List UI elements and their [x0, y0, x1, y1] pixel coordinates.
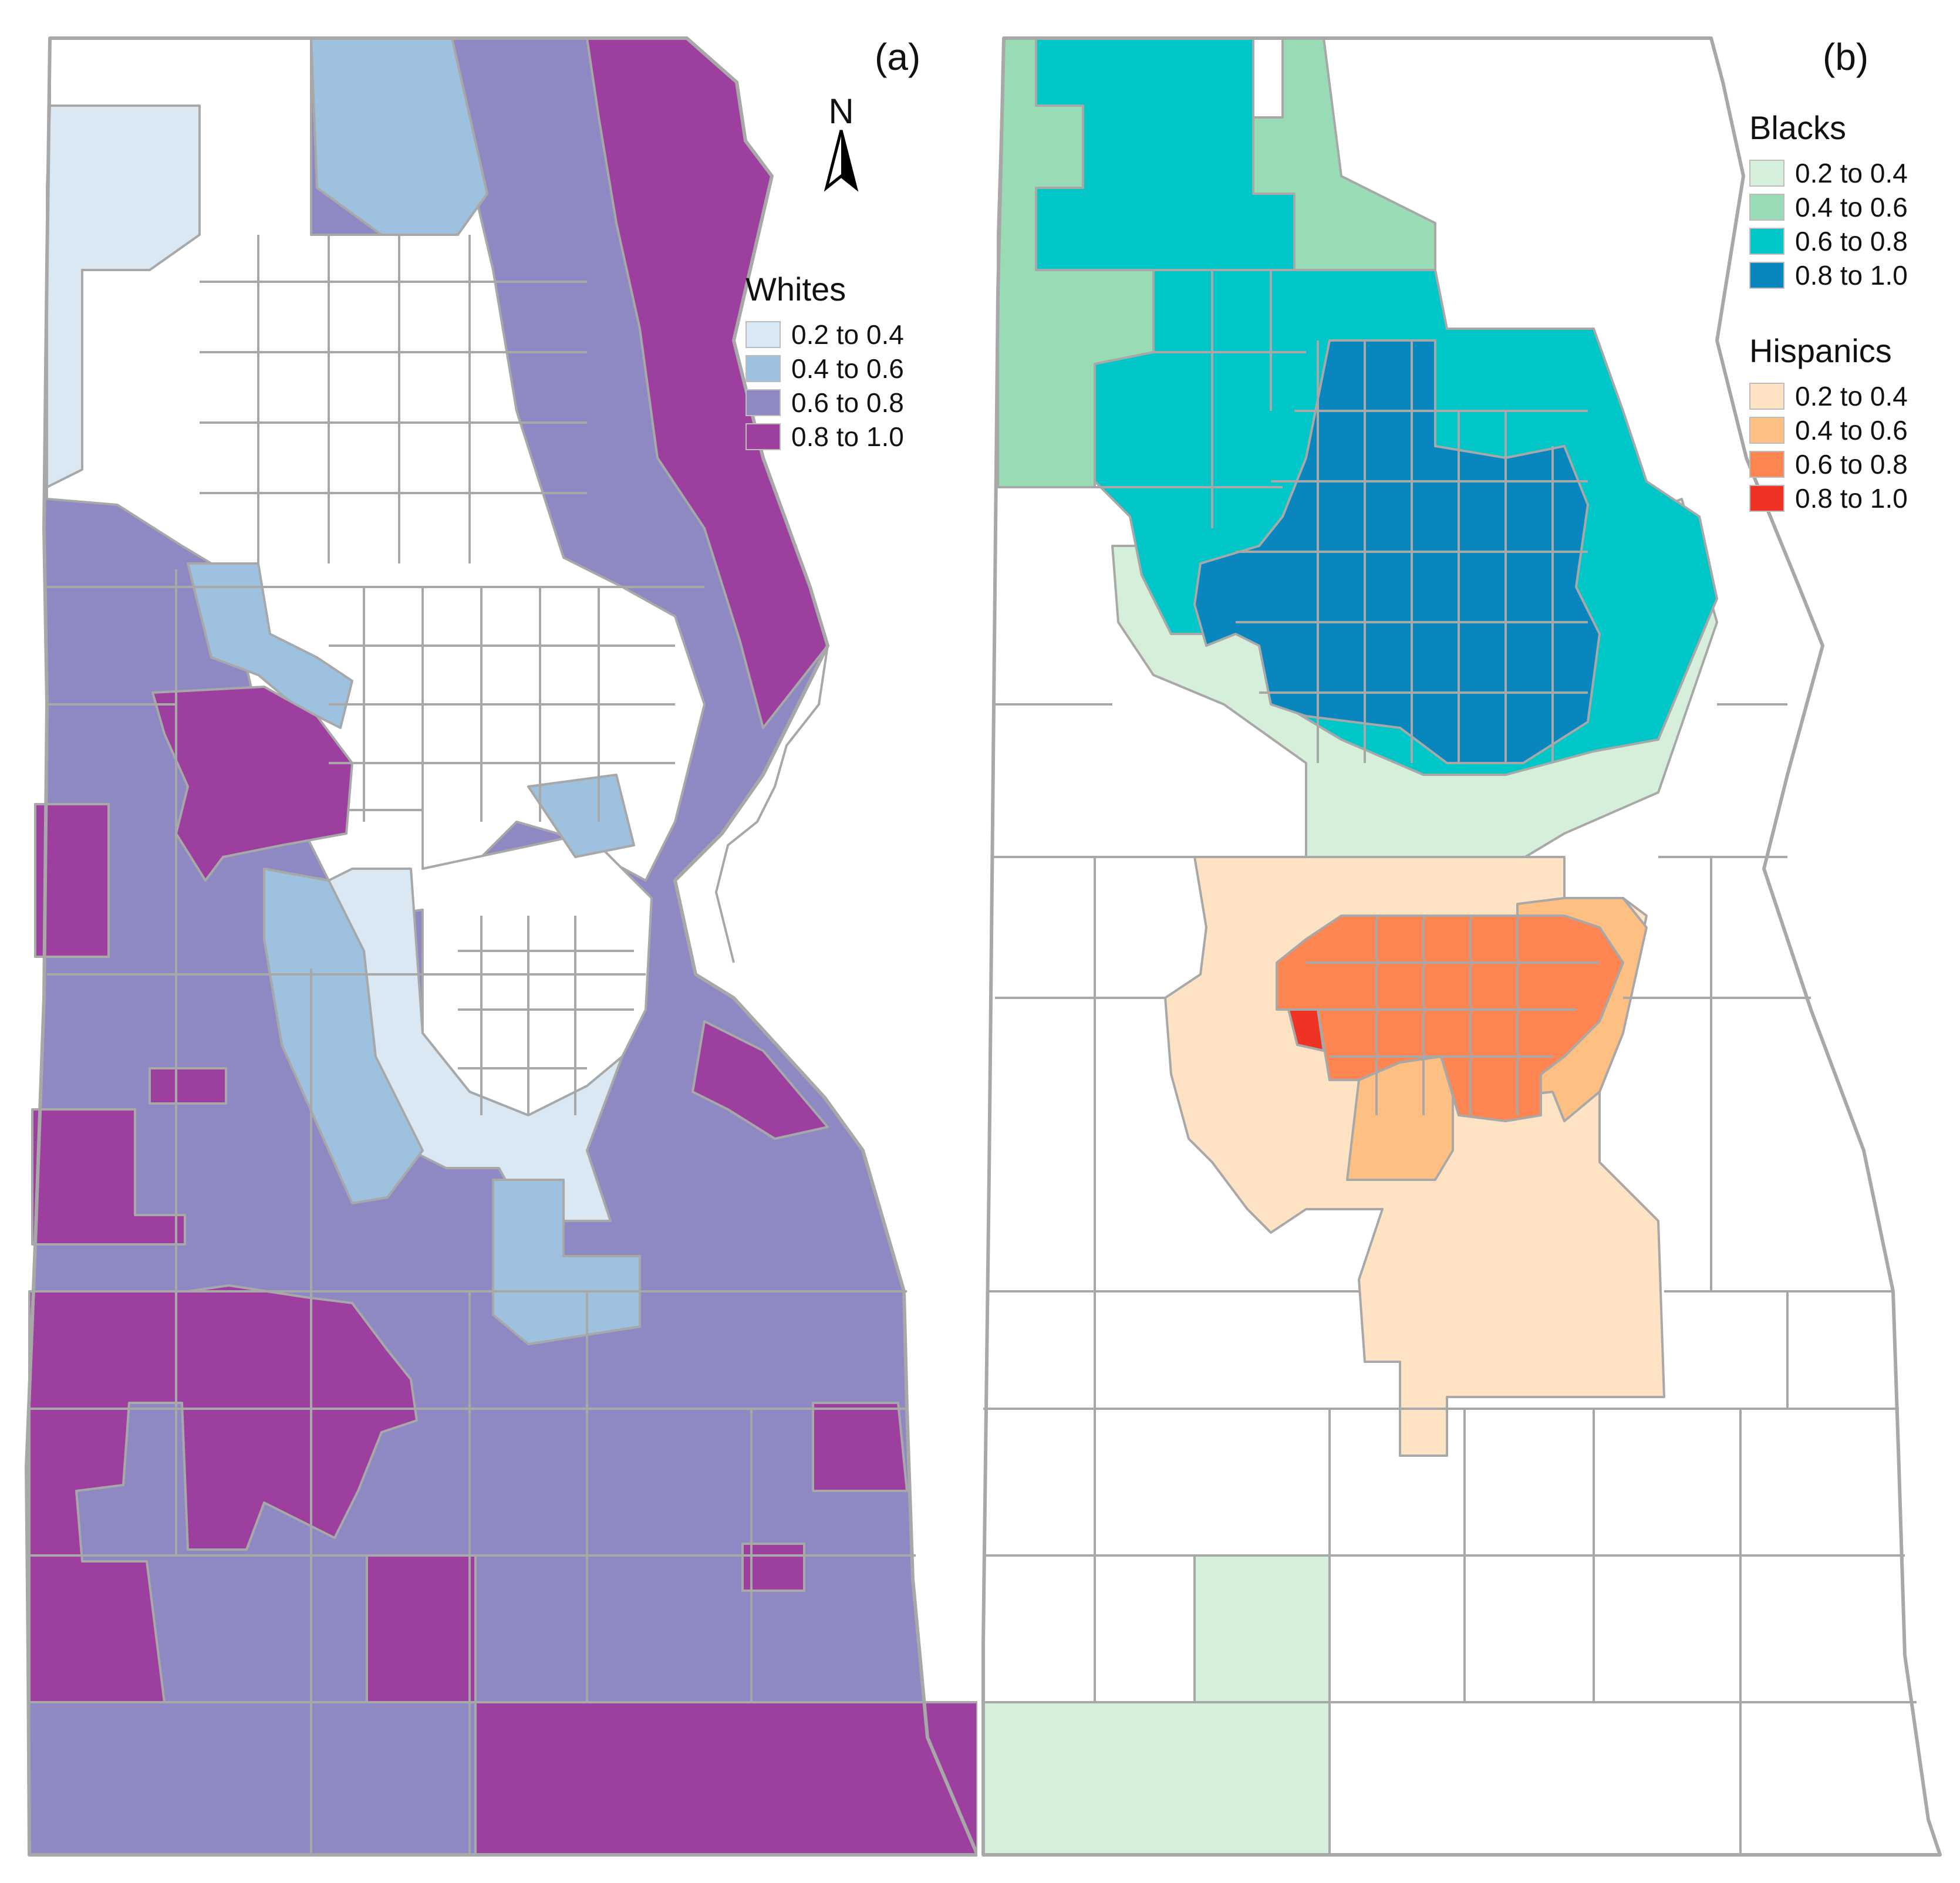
map-panel-blacks-hispanics: (b) Blacks 0.2 to 0.4 0.4 to 0.6 0.6 to …	[977, 0, 1960, 1883]
legend-swatch	[1749, 485, 1784, 512]
legend-swatch	[745, 355, 781, 382]
legend-swatch	[1749, 228, 1784, 255]
legend-item: 0.2 to 0.4	[1749, 156, 1908, 190]
legend-item: 0.6 to 0.8	[1749, 224, 1908, 258]
county-outline	[981, 36, 1942, 1857]
legend-swatch	[1749, 262, 1784, 289]
legend-item: 0.4 to 0.6	[745, 352, 904, 386]
legend-title: Whites	[745, 271, 846, 308]
county-outline	[25, 36, 977, 1857]
tract-w-edge-3	[149, 1067, 227, 1105]
legend-item: 0.6 to 0.8	[745, 386, 904, 420]
legend-whites: Whites 0.2 to 0.4 0.4 to 0.6 0.6 to 0.8 …	[745, 270, 904, 454]
legend-label: 0.6 to 0.8	[791, 387, 904, 418]
legend-swatch	[745, 321, 781, 348]
blacks-hispanics-choropleth	[981, 36, 1942, 1857]
tract-boundaries	[29, 235, 927, 1855]
legend-label: 0.6 to 0.8	[1795, 226, 1908, 257]
legend-hispanics: Hispanics 0.2 to 0.4 0.4 to 0.6 0.6 to 0…	[1749, 332, 1908, 515]
tract-hispanics-top	[1287, 1008, 1325, 1052]
legend-label: 0.6 to 0.8	[1795, 449, 1908, 480]
tract-se-1	[474, 1701, 977, 1856]
legend-label: 0.4 to 0.6	[1795, 192, 1908, 222]
panel-label-b: (b)	[1823, 36, 1869, 78]
legend-label: 0.2 to 0.4	[791, 319, 904, 350]
tract-w-edge-2	[31, 1108, 186, 1246]
panel-label-a: (a)	[875, 36, 921, 78]
legend-label: 0.8 to 1.0	[1795, 483, 1908, 514]
tract-wc-mid	[263, 868, 424, 1204]
tract-e-1	[691, 1020, 829, 1140]
legend-label: 0.4 to 0.6	[791, 353, 904, 384]
legend-title: Hispanics	[1749, 332, 1892, 369]
tract-w-edge-1	[34, 803, 110, 958]
legend-label: 0.8 to 1.0	[791, 421, 904, 452]
legend-item: 0.4 to 0.6	[1749, 190, 1908, 224]
legend-item: 0.2 to 0.4	[745, 318, 904, 352]
tract-s-1	[366, 1554, 477, 1703]
legend-label: 0.2 to 0.4	[1795, 158, 1908, 188]
legend-blacks: Blacks 0.2 to 0.4 0.4 to 0.6 0.6 to 0.8 …	[1749, 109, 1908, 292]
tract-se-2	[812, 1402, 908, 1492]
legend-swatch	[745, 423, 781, 450]
north-label: N	[828, 92, 854, 131]
legend-swatch	[1749, 451, 1784, 478]
legend-title: Blacks	[1749, 109, 1846, 146]
legend-swatch	[1749, 383, 1784, 410]
tract-west-cluster	[151, 686, 353, 882]
legend-item: 0.4 to 0.6	[1749, 413, 1908, 447]
lake-shoreline	[714, 645, 829, 963]
legend-item: 0.8 to 1.0	[1749, 481, 1908, 515]
legend-swatch	[745, 389, 781, 416]
north-arrow: N	[821, 94, 862, 197]
map-panel-whites: (a) N Whites 0.2 to 0.4 0.4 to 0.6 0.6 t…	[0, 0, 977, 1883]
legend-swatch	[1749, 160, 1784, 187]
legend-swatch	[1749, 194, 1784, 221]
whites-choropleth	[25, 36, 977, 1857]
north-arrow-icon	[824, 130, 859, 192]
legend-label: 0.8 to 1.0	[1795, 260, 1908, 291]
tract-sw-cluster	[28, 1284, 418, 1703]
legend-swatch	[1749, 417, 1784, 444]
legend-item: 0.8 to 1.0	[745, 420, 904, 454]
legend-label: 0.2 to 0.4	[1795, 381, 1908, 411]
legend-label: 0.4 to 0.6	[1795, 415, 1908, 446]
legend-item: 0.8 to 1.0	[1749, 258, 1908, 292]
tract-boundaries	[983, 269, 1917, 1855]
tract-hispanics-core	[1276, 914, 1624, 1122]
tract-ce-mid	[527, 774, 635, 858]
legend-item: 0.6 to 0.8	[1749, 447, 1908, 481]
legend-item: 0.2 to 0.4	[1749, 379, 1908, 413]
